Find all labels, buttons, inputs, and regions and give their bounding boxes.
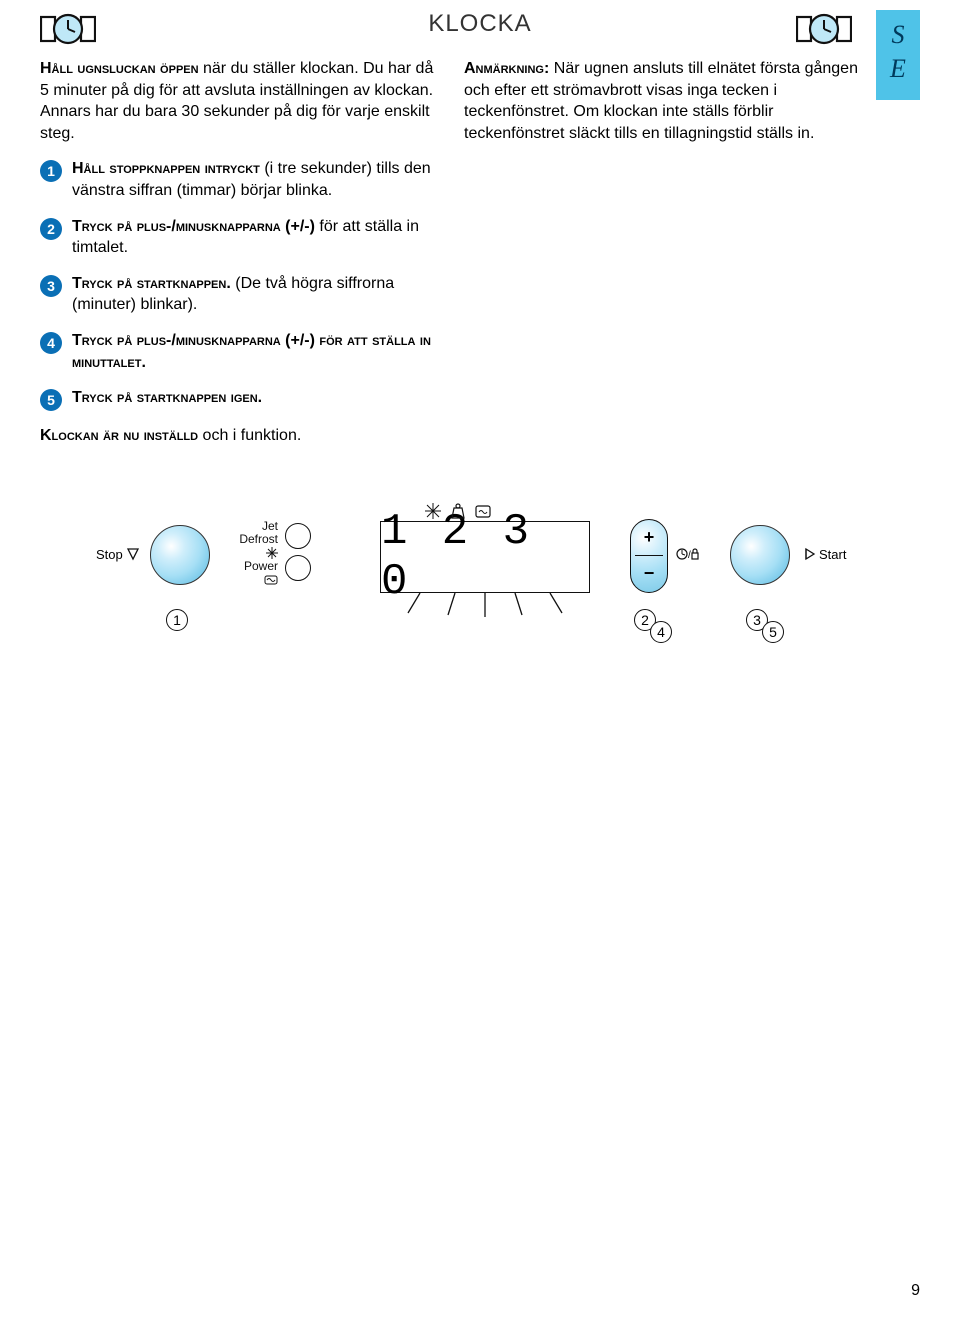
clock-icon: [40, 12, 96, 51]
step-text: Tryck på startknappen igen.: [72, 387, 436, 409]
oven-icon: [475, 503, 491, 519]
step: 2 Tryck på plus-/minusknapparna (+/-) fö…: [40, 216, 436, 259]
callout-5: 5: [762, 621, 784, 643]
plus-minus-rocker[interactable]: + −: [630, 519, 668, 593]
stop-label: Stop: [96, 547, 140, 562]
weight-icon: [450, 503, 466, 519]
step-text: Tryck på plus-/minusknapparna (+/-) för …: [72, 216, 436, 259]
jet-label: Jet: [230, 519, 278, 533]
step-text: Håll stoppknappen intryckt (i tre sekund…: [72, 158, 436, 201]
stop-knob[interactable]: [150, 525, 210, 585]
language-tab: S E: [876, 10, 920, 100]
power-label: Power: [230, 559, 278, 587]
clock-lock-icon: /: [676, 547, 700, 564]
svg-text:/: /: [688, 550, 691, 561]
start-knob[interactable]: [730, 525, 790, 585]
digit-display: 1 2 3 0: [380, 521, 590, 593]
snowflake-icon: [425, 503, 441, 519]
defrost-label: Defrost: [230, 532, 278, 560]
page-title: KLOCKA: [40, 10, 920, 38]
tab-line: S: [876, 18, 920, 52]
step-text: Tryck på startknappen. (De två högra sif…: [72, 273, 436, 316]
step: 4 Tryck på plus-/minusknapparna (+/-) fö…: [40, 330, 436, 373]
defrost-button[interactable]: [285, 523, 311, 549]
step-badge: 3: [40, 275, 62, 297]
step-badge: 4: [40, 332, 62, 354]
callout-4: 4: [650, 621, 672, 643]
clock-icon: [796, 12, 852, 51]
intro-paragraph: Håll ugnsluckan öppen när du ställer klo…: [40, 58, 436, 144]
intro-lead: Håll ugnsluckan öppen: [40, 60, 199, 77]
plus-button[interactable]: +: [631, 520, 667, 556]
display-rays: [390, 593, 580, 623]
step-badge: 5: [40, 389, 62, 411]
start-label: Start: [802, 547, 846, 562]
tab-line: E: [876, 52, 920, 86]
step-badge: 1: [40, 160, 62, 182]
step-badge: 2: [40, 218, 62, 240]
page-number: 9: [911, 1282, 920, 1300]
after-steps: Klockan är nu inställd och i funktion.: [40, 425, 436, 447]
callout-1: 1: [166, 609, 188, 631]
note: Anmärkning: När ugnen ansluts till elnät…: [464, 58, 860, 144]
power-button[interactable]: [285, 555, 311, 581]
control-panel-diagram: Stop Jet Defrost Power 1 2 3 0: [90, 497, 870, 657]
step: 1 Håll stoppknappen intryckt (i tre seku…: [40, 158, 436, 201]
step: 5 Tryck på startknappen igen.: [40, 387, 436, 411]
minus-button[interactable]: −: [631, 556, 667, 592]
step-text: Tryck på plus-/minusknapparna (+/-) för …: [72, 330, 436, 373]
step: 3 Tryck på startknappen. (De två högra s…: [40, 273, 436, 316]
